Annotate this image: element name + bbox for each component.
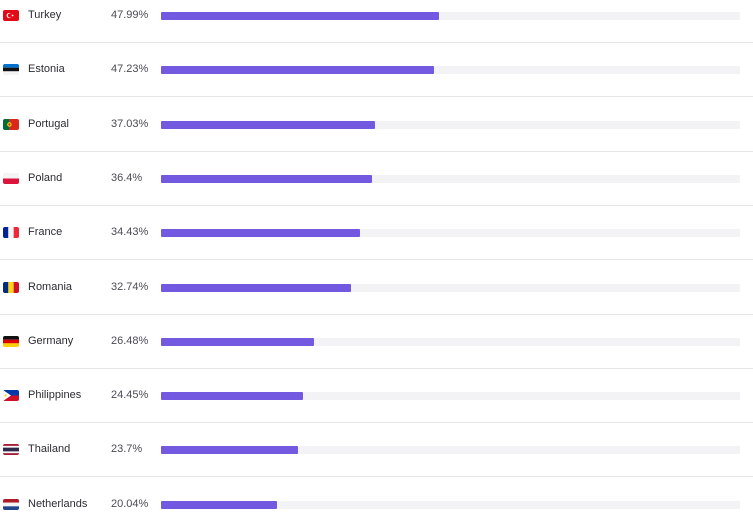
progress-track xyxy=(161,229,740,238)
list-item: Thailand 23.7% xyxy=(0,423,753,478)
progress-track xyxy=(161,283,740,292)
row-divider xyxy=(0,150,753,152)
list-item: Turkey 47.99% xyxy=(0,0,753,43)
estonia-flag-icon xyxy=(3,64,19,76)
progress-fill xyxy=(161,392,303,401)
row-divider xyxy=(0,259,753,261)
list-item: France 34.43% xyxy=(0,206,753,261)
list-item: Netherlands 20.04% xyxy=(0,478,753,522)
progress-fill xyxy=(161,66,434,75)
country-name: Thailand xyxy=(28,443,71,456)
list-item: Philippines 24.45% xyxy=(0,369,753,424)
france-flag-icon xyxy=(3,227,19,239)
country-name: Estonia xyxy=(28,63,65,76)
progress-track xyxy=(161,500,740,509)
percentage-value: 34.43% xyxy=(111,226,149,239)
row-divider xyxy=(0,476,753,478)
progress-fill xyxy=(161,12,439,20)
country-name: Germany xyxy=(28,334,74,347)
progress-fill xyxy=(161,500,277,509)
row-divider xyxy=(0,204,753,206)
percentage-value: 37.03% xyxy=(111,117,149,130)
percentage-value: 32.74% xyxy=(111,280,149,293)
progress-fill xyxy=(161,446,298,455)
progress-fill xyxy=(161,283,351,292)
row-divider xyxy=(0,422,753,424)
row-divider xyxy=(0,96,753,98)
country-name: Turkey xyxy=(28,9,62,21)
progress-track xyxy=(161,12,740,20)
progress-fill xyxy=(161,120,375,129)
portugal-flag-icon xyxy=(3,118,19,130)
poland-flag-icon xyxy=(3,172,19,184)
row-divider xyxy=(0,42,753,43)
country-name: Poland xyxy=(28,171,63,184)
list-item: Romania 32.74% xyxy=(0,261,753,315)
progress-track xyxy=(161,66,740,75)
percentage-value: 23.7% xyxy=(111,443,143,456)
turkey-flag-icon xyxy=(3,10,19,21)
progress-fill xyxy=(161,229,360,238)
list-item: Poland 36.4% xyxy=(0,152,753,206)
progress-track xyxy=(161,337,740,346)
row-divider xyxy=(0,367,753,369)
progress-track xyxy=(161,392,740,401)
country-name: France xyxy=(28,226,63,239)
country-name: Netherlands xyxy=(28,497,88,510)
progress-track xyxy=(161,174,740,183)
list-item: Portugal 37.03% xyxy=(0,98,753,152)
percentage-value: 47.23% xyxy=(111,63,149,76)
germany-flag-icon xyxy=(3,335,19,347)
percentage-value: 24.45% xyxy=(111,389,149,402)
percentage-value: 20.04% xyxy=(111,497,149,510)
list-item: Estonia 47.23% xyxy=(0,43,753,98)
country-name: Philippines xyxy=(28,389,82,402)
list-item: Germany 26.48% xyxy=(0,315,753,369)
progress-track xyxy=(161,446,740,455)
romania-flag-icon xyxy=(3,281,19,293)
progress-fill xyxy=(161,174,372,183)
thailand-flag-icon xyxy=(3,444,19,456)
progress-fill xyxy=(161,337,314,346)
progress-track xyxy=(161,120,740,129)
philippines-flag-icon xyxy=(3,390,19,402)
row-divider xyxy=(0,313,753,315)
percentage-value: 36.4% xyxy=(111,171,143,184)
country-name: Portugal xyxy=(28,117,69,130)
netherlands-flag-icon xyxy=(3,498,19,510)
percentage-value: 47.99% xyxy=(111,9,149,21)
percentage-value: 26.48% xyxy=(111,334,149,347)
country-name: Romania xyxy=(28,280,73,293)
